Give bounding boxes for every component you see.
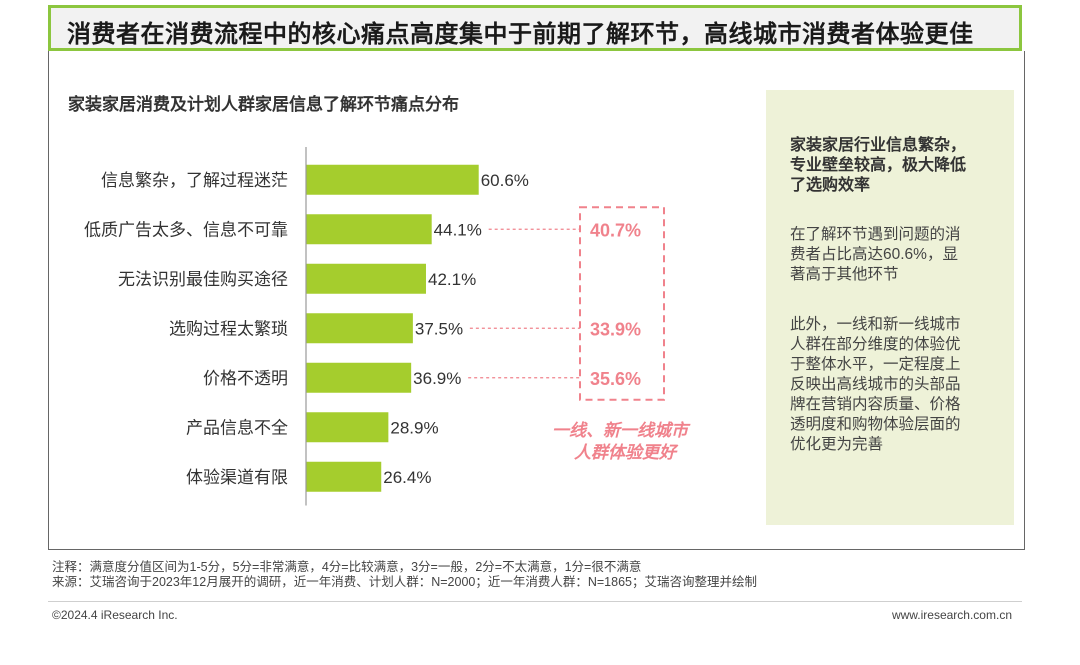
side-para-line: 费者占比高达60.6%，显 bbox=[790, 246, 958, 263]
category-label: 选购过程太繁琐 bbox=[169, 319, 288, 338]
footer-divider bbox=[48, 601, 1022, 602]
category-label: 价格不透明 bbox=[203, 369, 288, 388]
bar bbox=[306, 313, 413, 344]
bar bbox=[306, 461, 382, 492]
side-panel-heading: 家装家居行业信息繁杂， 专业壁垒较高，极大降低 了选购效率 bbox=[790, 136, 1010, 196]
category-label: 低质广告太多、信息不可靠 bbox=[84, 220, 288, 239]
category-label: 体验渠道有限 bbox=[186, 468, 288, 487]
content-frame bbox=[48, 51, 1025, 550]
annotation-line: 人群体验更好 bbox=[574, 443, 679, 462]
footnote-note: 注释：满意度分值区间为1-5分，5分=非常满意，4分=比较满意，3分=一般，2分… bbox=[52, 560, 642, 574]
side-heading-line: 家装家居行业信息繁杂， bbox=[790, 137, 967, 154]
side-para-line: 著高于其他环节 bbox=[790, 266, 899, 283]
bar-chart: 信息繁杂，了解过程迷茫 60.6% 低质广告太多、信息不可靠 44.1% 无法识别最佳购… bbox=[84, 147, 691, 506]
bar bbox=[306, 362, 412, 393]
side-para-line: 反映出高线城市的头部品 bbox=[790, 376, 961, 393]
value-label: 60.6% bbox=[481, 171, 529, 190]
bar bbox=[306, 214, 432, 245]
side-para-line: 透明度和购物体验层面的 bbox=[790, 416, 961, 433]
value-label: 36.9% bbox=[413, 369, 461, 388]
side-heading-line: 专业壁垒较高，极大降低 bbox=[790, 157, 967, 174]
category-label: 产品信息不全 bbox=[186, 418, 288, 437]
side-para-line: 牌在营销内容质量、价格 bbox=[790, 396, 961, 413]
footnote-source: 来源：艾瑞咨询于2023年12月展开的调研，近一年消费、计划人群：N=2000；… bbox=[52, 575, 757, 589]
side-panel: 家装家居行业信息繁杂， 专业壁垒较高，极大降低 了选购效率 在了解环节遇到问题的… bbox=[766, 90, 1014, 525]
side-para-line: 于整体水平，一定程度上 bbox=[790, 356, 961, 373]
bar bbox=[306, 412, 389, 443]
category-label: 无法识别最佳购买途径 bbox=[118, 270, 288, 289]
side-para-line: 人群在部分维度的体验优 bbox=[790, 336, 961, 353]
side-panel-paragraph-1: 在了解环节遇到问题的消 费者占比高达60.6%，显 著高于其他环节 bbox=[790, 225, 1000, 285]
bar bbox=[306, 164, 479, 195]
page-title: 消费者在消费流程中的核心痛点高度集中于前期了解环节，高线城市消费者体验更佳 bbox=[67, 21, 974, 48]
highlight-dashed-box bbox=[579, 206, 665, 401]
value-label: 26.4% bbox=[383, 468, 431, 487]
value-label: 44.1% bbox=[434, 220, 482, 239]
website-url: www.iresearch.com.cn bbox=[891, 608, 1012, 622]
side-panel-paragraph-2: 此外，一线和新一线城市 人群在部分维度的体验优 于整体水平，一定程度上 反映出高… bbox=[790, 315, 1000, 455]
highlight-value-label: 40.7% bbox=[590, 220, 641, 240]
category-label: 信息繁杂，了解过程迷茫 bbox=[101, 171, 288, 190]
side-para-line: 优化更为完善 bbox=[790, 436, 884, 453]
value-label: 37.5% bbox=[415, 319, 463, 338]
chart-title: 家装家居消费及计划人群家居信息了解环节痛点分布 bbox=[68, 95, 459, 114]
highlight-value-label: 35.6% bbox=[590, 369, 641, 389]
highlight-value-label: 33.9% bbox=[590, 319, 641, 339]
side-heading-line: 了选购效率 bbox=[790, 177, 871, 194]
title-bar: 消费者在消费流程中的核心痛点高度集中于前期了解环节，高线城市消费者体验更佳 bbox=[48, 5, 1022, 51]
bar bbox=[306, 263, 426, 294]
copyright: ©2024.4 iResearch Inc. bbox=[52, 608, 178, 622]
side-para-line: 此外，一线和新一线城市 bbox=[790, 316, 961, 333]
value-label: 28.9% bbox=[390, 418, 438, 437]
side-para-line: 在了解环节遇到问题的消 bbox=[790, 226, 961, 243]
value-label: 42.1% bbox=[428, 270, 476, 289]
annotation-line: 一线、新一线城市 bbox=[552, 421, 691, 440]
footnotes: 注释：满意度分值区间为1-5分，5分=非常满意，4分=比较满意，3分=一般，2分… bbox=[52, 560, 757, 590]
